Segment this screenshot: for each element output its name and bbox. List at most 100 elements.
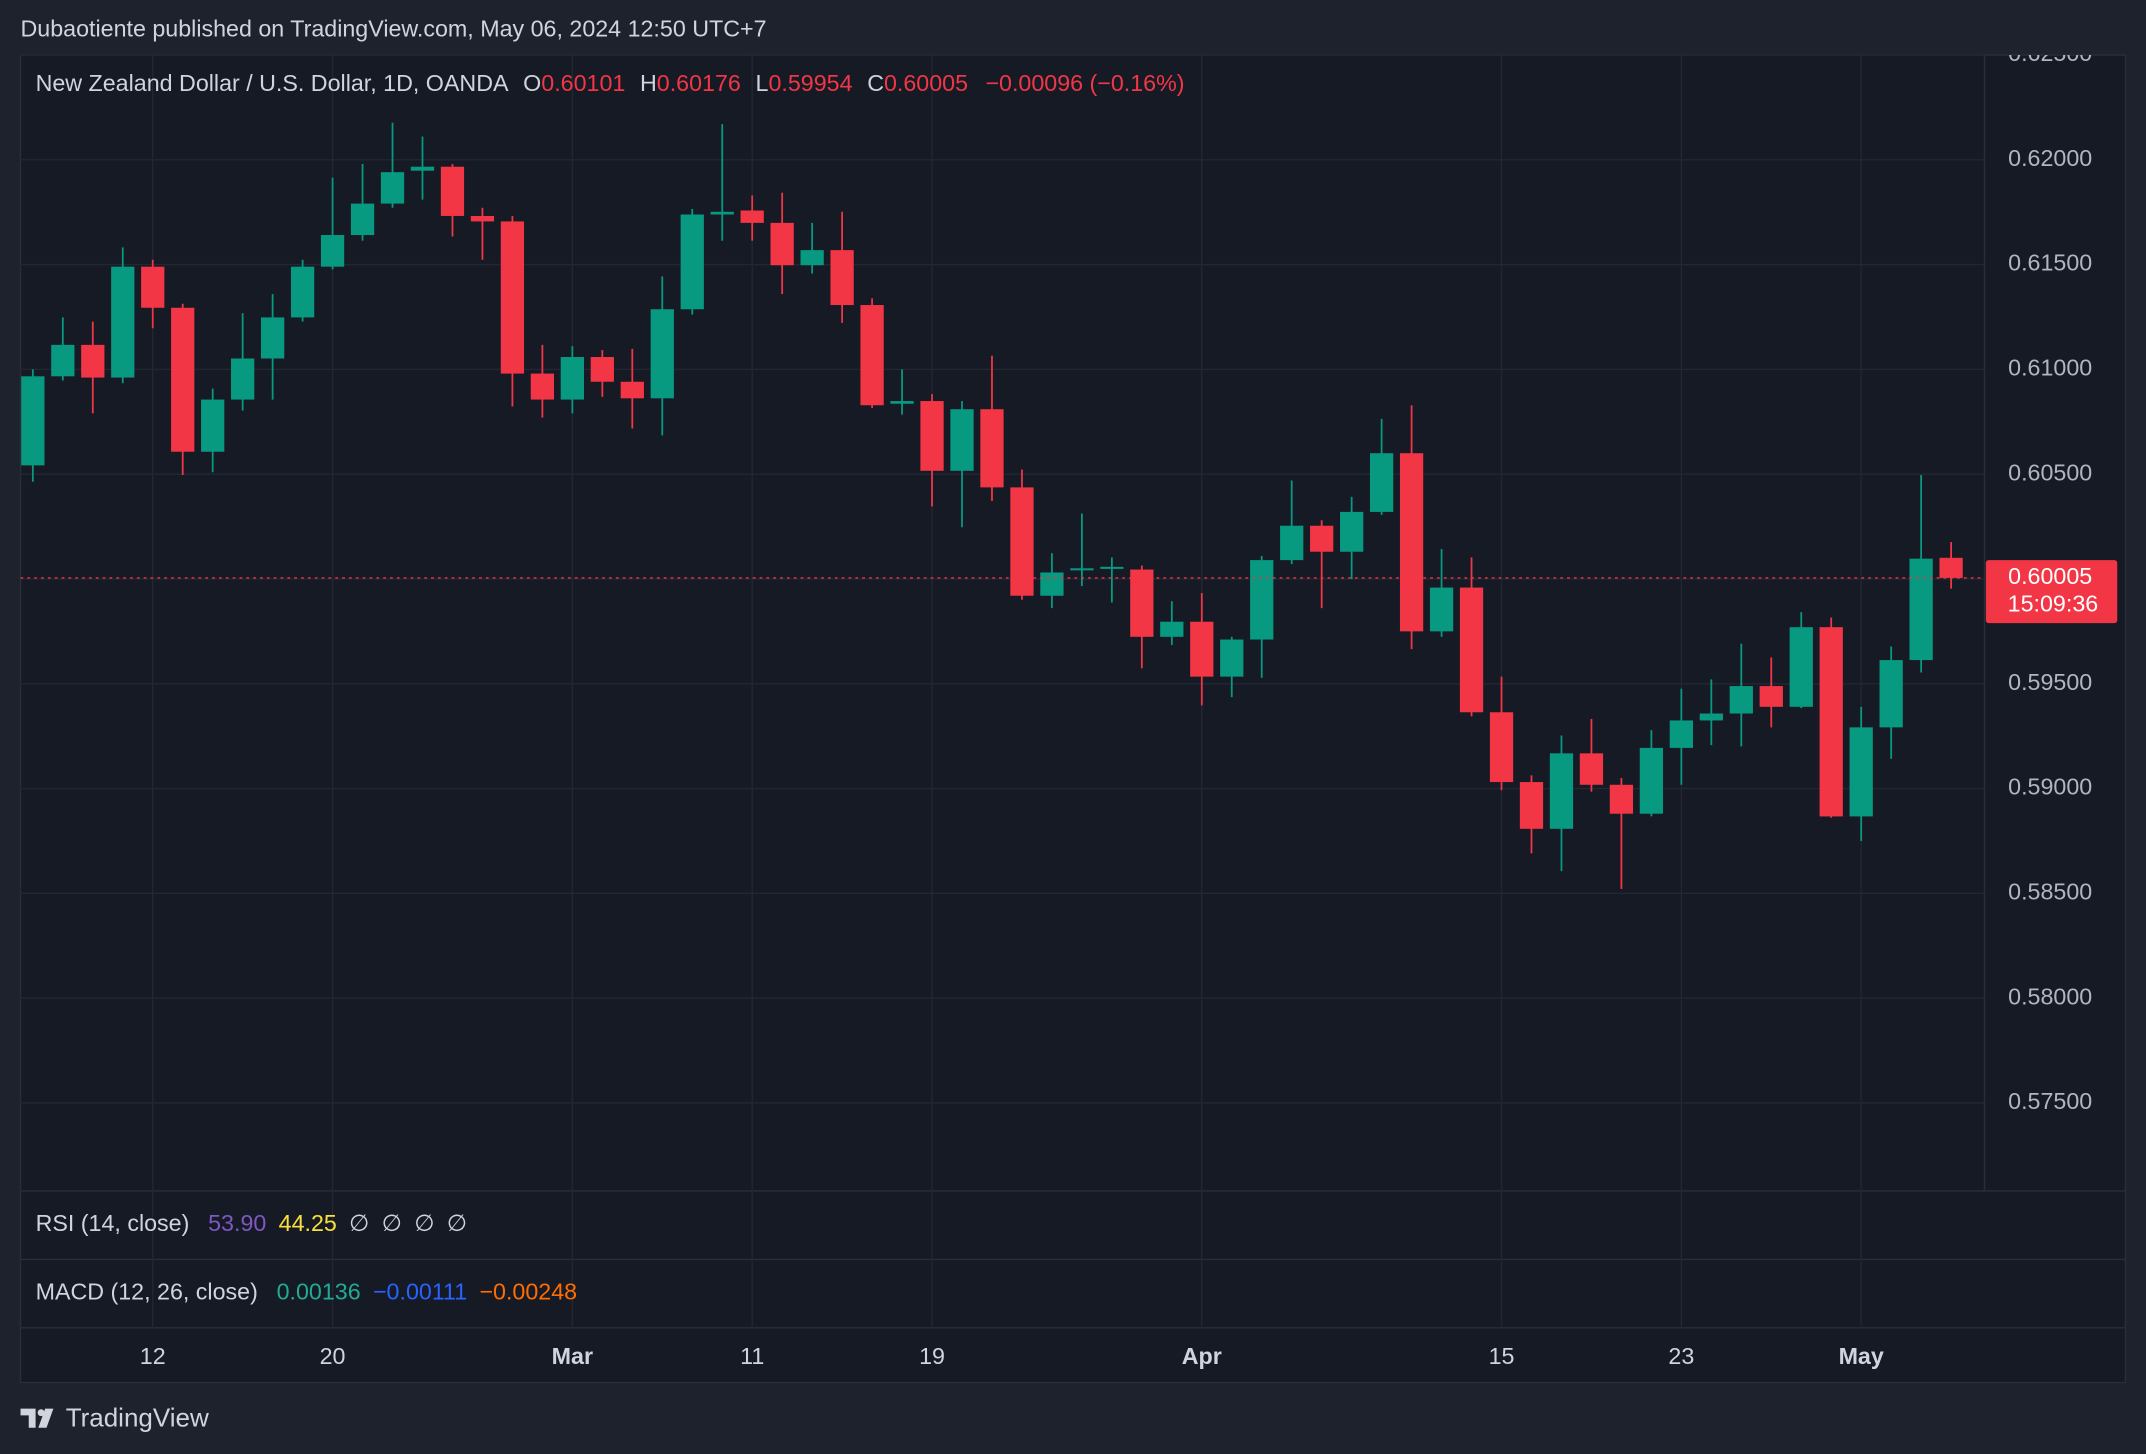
y-tick-label: 0.60500 [2008,459,2092,485]
candle-body [1819,627,1843,817]
candle-body [710,211,734,215]
x-tick-label: 23 [1668,1343,1694,1369]
candle-body [290,266,315,318]
candle-body [1909,558,1933,661]
rsi-value: 44.25 [279,1210,337,1236]
candle-body [1070,568,1094,571]
candle-body [1489,712,1514,783]
candle-body [1879,660,1903,728]
candle-body [410,166,435,171]
candle-body [1789,627,1813,707]
candle-body [500,221,525,374]
candle-body [1639,747,1664,814]
candle-body [1040,572,1064,596]
published-line: Dubaotiente published on TradingView.com… [21,16,767,42]
x-tick-label: 19 [919,1343,945,1369]
candle-body [1729,686,1753,714]
candle-body [560,357,584,400]
legend-change: −0.00096 (−0.16%) [985,70,1184,96]
candle-body [620,381,644,399]
y-tick-label: 0.59500 [2008,669,2092,695]
candle-body [1939,557,1963,578]
candle-body [1130,569,1154,637]
candle-body [860,305,884,406]
x-tick-label: 20 [320,1343,346,1369]
y-tick-label: 0.62000 [2008,145,2092,171]
macd-title: MACD (12, 26, close) [36,1279,258,1305]
x-tick-label: 12 [140,1343,166,1369]
candle-body [21,376,45,466]
y-tick-label: 0.61000 [2008,355,2092,381]
candle-body [1849,727,1873,817]
legend-value: 0.60101 [541,70,625,96]
candle-body [51,344,75,377]
rsi-legend: RSI (14, close) 53.90 44.25 ∅ ∅ ∅ ∅ [36,1210,468,1236]
candle-body [1549,753,1574,829]
candle-body [141,266,165,308]
candle-body [1100,566,1124,569]
rsi-value: ∅ [414,1210,434,1236]
legend: New Zealand Dollar / U.S. Dollar, 1D, OA… [36,70,1185,96]
legend-key: C [867,70,884,96]
candle-body [81,344,105,378]
candle-body [201,399,225,452]
candle-body [1220,639,1244,677]
candle-body [111,266,135,378]
candle-body [590,357,614,382]
macd-value: −0.00248 [479,1279,577,1305]
candle-body [1699,713,1723,721]
candle-body [1609,784,1634,814]
candle-body [1429,587,1454,632]
candle-body [980,409,1004,488]
candle-body [1459,587,1484,713]
rsi-value: ∅ [447,1210,467,1236]
legend-value: 0.59954 [768,70,852,96]
y-tick-label: 0.57500 [2008,1088,2092,1114]
macd-value: −0.00111 [373,1279,467,1305]
candle-body [920,401,944,471]
candle-body [770,222,794,266]
y-tick-label: 0.62500 [2008,40,2092,66]
legend-key: O [523,70,541,96]
y-tick-label: 0.61500 [2008,250,2092,276]
chart-panel [19,54,2127,1384]
candle-body [1190,621,1214,677]
candle-body [1519,782,1544,829]
candle-body [1340,511,1364,552]
macd-value: 0.00136 [277,1279,361,1305]
x-tick-label: 15 [1489,1343,1515,1369]
last-price-label: 0.60005 [2008,563,2092,589]
y-tick-label: 0.59000 [2008,774,2092,800]
x-tick-label: May [1839,1343,1884,1369]
candle-body [890,401,914,404]
candle-body [350,203,375,236]
candle-body [800,250,824,266]
candle-body [1399,453,1424,632]
x-tick-label: Apr [1182,1343,1222,1369]
candle-body [740,210,764,223]
candle-body [171,307,195,452]
logo-dot [37,1409,45,1417]
candle-body [650,309,674,399]
last-price-box [1985,560,2118,624]
x-tick-label: Mar [552,1343,593,1369]
y-tick-label: 0.58000 [2008,983,2092,1009]
candle-body [231,358,255,400]
candle-body [830,250,854,306]
legend-key: L [756,70,769,96]
candle-body [1280,525,1304,561]
candle-body [380,172,405,204]
candle-body [1250,560,1274,640]
candle-body [470,215,495,222]
candle-body [1160,621,1184,637]
macd-legend: MACD (12, 26, close) 0.00136 −0.00111 −0.0… [36,1279,578,1305]
candle-body [1369,453,1394,512]
logo [20,1408,54,1428]
candle-body [1010,487,1034,596]
logo-mark [20,1408,54,1428]
y-tick-label: 0.58500 [2008,878,2092,904]
candle-body [1310,525,1334,552]
candles [21,122,1963,889]
